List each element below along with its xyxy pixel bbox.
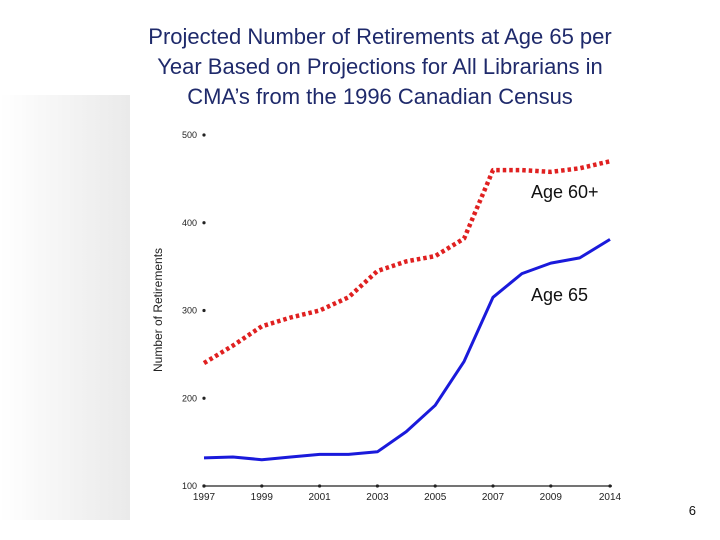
y-tick-label: 400 xyxy=(182,218,197,228)
x-axis: 1997 1999 2001 2003 2005 2007 2009 2014 xyxy=(193,484,622,503)
chart-title: Projected Number of Retirements at Age 6… xyxy=(60,22,700,112)
y-tick-mark xyxy=(202,308,206,313)
x-tick-label: 2003 xyxy=(366,492,389,503)
x-tick-label: 1997 xyxy=(193,492,216,503)
y-tick-mark xyxy=(202,133,206,137)
x-tick-mark xyxy=(549,484,553,488)
series-line-age-60-plus xyxy=(202,159,611,366)
x-tick-label: 2014 xyxy=(599,492,622,503)
x-tick-label: 2001 xyxy=(308,492,331,503)
x-tick-mark xyxy=(202,484,206,488)
x-tick-label: 2007 xyxy=(482,492,505,503)
y-tick-label: 200 xyxy=(182,393,197,403)
page-number: 6 xyxy=(688,503,696,518)
title-line-2: Year Based on Projections for All Librar… xyxy=(157,54,603,79)
x-tick-mark xyxy=(433,484,437,488)
x-tick-label: 1999 xyxy=(251,492,274,503)
x-tick-mark xyxy=(318,484,322,488)
series-label: Age 60+ xyxy=(531,182,599,202)
title-line-3: CMA’s from the 1996 Canadian Census xyxy=(187,84,573,109)
y-tick-label: 500 xyxy=(182,130,197,140)
series-layer: Age 60+ Age 65 xyxy=(202,159,611,462)
y-axis-label: Number of Retirements xyxy=(151,248,165,372)
y-tick-mark xyxy=(202,396,206,400)
x-tick-mark xyxy=(608,484,612,488)
y-tick-label: 300 xyxy=(182,306,197,316)
series-label: Age 65 xyxy=(531,285,588,305)
series-line-age-65 xyxy=(203,238,611,462)
y-tick-mark xyxy=(202,221,206,225)
x-tick-label: 2009 xyxy=(540,492,563,503)
background-shade xyxy=(0,95,130,520)
title-line-1: Projected Number of Retirements at Age 6… xyxy=(148,24,612,49)
x-tick-mark xyxy=(491,484,495,488)
x-tick-mark xyxy=(375,484,379,488)
x-tick-mark xyxy=(260,484,264,488)
y-tick-label: 100 xyxy=(182,481,197,491)
y-axis: 100 200 300 400 500 xyxy=(182,130,206,491)
x-tick-label: 2005 xyxy=(424,492,447,503)
